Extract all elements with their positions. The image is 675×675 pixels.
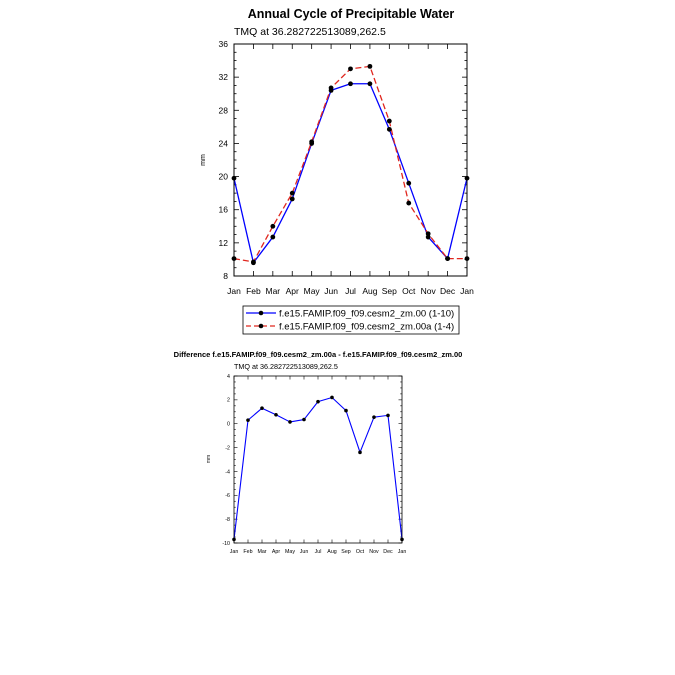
- x-tick-label: Oct: [402, 286, 416, 296]
- difference-chart: Difference f.e15.FAMIP.f09_f09.cesm2_zm.…: [174, 350, 463, 555]
- x-tick-label: Nov: [421, 286, 437, 296]
- y-tick-label: -2: [225, 445, 230, 451]
- x-tick-label: Nov: [369, 549, 379, 555]
- y-tick-label: 16: [219, 205, 229, 215]
- x-tick-label: Jul: [345, 286, 356, 296]
- data-point-series-1: [260, 406, 264, 411]
- legend-label-series-2: f.e15.FAMIP.f09_f09.cesm2_zm.00a (1-4): [279, 322, 454, 333]
- data-point-series-1: [330, 395, 334, 400]
- x-tick-label: Aug: [327, 549, 336, 555]
- data-point-series-1: [386, 413, 390, 418]
- x-tick-label: May: [285, 549, 295, 555]
- x-tick-label: Mar: [257, 549, 266, 555]
- x-tick-label: Jan: [460, 286, 474, 296]
- data-point-series-1: [288, 420, 292, 424]
- y-axis-label: mm: [200, 154, 207, 166]
- data-point-series-1: [274, 412, 278, 417]
- y-tick-label: 4: [227, 374, 230, 380]
- y-tick-label: 2: [227, 398, 230, 404]
- annual-cycle-chart: Annual Cycle of Precipitable Water TMQ a…: [200, 7, 474, 335]
- series-line-1: [233, 83, 468, 264]
- data-point-series-2: [406, 200, 412, 206]
- data-point-series-1: [372, 415, 376, 419]
- data-point-series-2: [348, 66, 353, 72]
- data-point-series-1: [386, 126, 392, 132]
- y-tick-label: 28: [219, 105, 229, 115]
- chart-subtitle: TMQ at 36.282722513089,262.5: [234, 362, 338, 371]
- x-tick-label: Jan: [398, 549, 407, 555]
- data-point-series-2: [386, 118, 392, 124]
- y-axis-label: mm: [206, 455, 212, 463]
- x-tick-label: Aug: [362, 286, 377, 296]
- y-tick-label: 24: [219, 138, 229, 148]
- y-tick-label: -10: [222, 541, 230, 547]
- data-point-series-1: [316, 399, 320, 404]
- x-tick-label: May: [304, 286, 321, 296]
- x-tick-label: Jun: [324, 286, 338, 296]
- data-point-series-1: [270, 234, 276, 240]
- data-point-series-1: [344, 408, 348, 413]
- data-point-series-2: [367, 63, 373, 69]
- series-line-2: [233, 65, 467, 263]
- chart-title: Annual Cycle of Precipitable Water: [248, 7, 455, 21]
- x-tick-label: Dec: [440, 286, 456, 296]
- y-tick-label: 0: [227, 422, 230, 428]
- series-line-1: [233, 396, 403, 540]
- x-tick-label: Mar: [266, 286, 281, 296]
- legend-marker-series-2: [258, 323, 264, 329]
- data-point-series-2: [445, 256, 450, 261]
- plot-frame: [233, 375, 403, 544]
- x-tick-label: Apr: [272, 549, 280, 555]
- x-tick-label: Jul: [315, 549, 322, 555]
- data-point-series-1: [302, 417, 306, 422]
- x-tick-label: Apr: [286, 286, 299, 296]
- data-point-series-1: [348, 81, 353, 87]
- y-tick-label: 8: [223, 271, 228, 281]
- data-point-series-2: [289, 190, 295, 196]
- legend-box: [242, 305, 460, 335]
- y-tick-label: 36: [219, 39, 229, 49]
- x-tick-label: Oct: [356, 549, 365, 555]
- y-tick-label: 20: [219, 172, 229, 182]
- x-tick-label: Dec: [383, 549, 393, 555]
- chart-subtitle: TMQ at 36.282722513089,262.5: [234, 26, 386, 38]
- data-point-series-1: [246, 418, 250, 422]
- x-tick-label: Jun: [300, 549, 309, 555]
- data-point-series-1: [406, 180, 412, 186]
- y-tick-label: 12: [219, 238, 229, 248]
- y-tick-label: 32: [219, 72, 229, 82]
- legend-marker-series-1: [258, 310, 264, 316]
- data-point-series-1: [358, 450, 362, 455]
- x-tick-label: Feb: [243, 549, 252, 555]
- data-point-series-1: [367, 81, 373, 87]
- data-point-series-2: [425, 231, 431, 237]
- data-point-series-2: [270, 223, 276, 229]
- y-tick-label: -6: [225, 493, 230, 499]
- x-tick-label: Sep: [382, 286, 397, 296]
- x-tick-label: Feb: [246, 286, 261, 296]
- data-point-series-1: [289, 196, 295, 202]
- x-tick-label: Sep: [341, 549, 350, 555]
- legend-label-series-1: f.e15.FAMIP.f09_f09.cesm2_zm.00 (1-10): [279, 309, 454, 320]
- y-tick-label: -4: [225, 469, 230, 475]
- chart-title: Difference f.e15.FAMIP.f09_f09.cesm2_zm.…: [174, 350, 463, 359]
- x-tick-label: Jan: [227, 286, 241, 296]
- y-tick-label: -8: [225, 517, 230, 523]
- data-point-series-2: [309, 139, 315, 145]
- data-point-series-2: [251, 259, 256, 265]
- x-tick-label: Jan: [230, 549, 239, 555]
- data-point-series-2: [328, 85, 334, 91]
- data-point-series-1: [425, 234, 431, 240]
- plot-frame: [233, 43, 468, 277]
- legend: f.e15.FAMIP.f09_f09.cesm2_zm.00 (1-10) f…: [242, 305, 460, 335]
